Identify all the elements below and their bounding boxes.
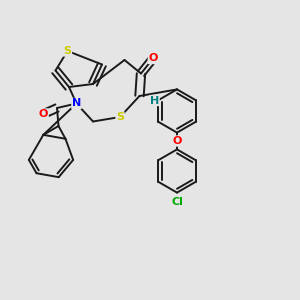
Text: H: H xyxy=(150,95,159,106)
Text: S: S xyxy=(116,112,124,122)
Text: S: S xyxy=(64,46,71,56)
Text: O: O xyxy=(172,136,182,146)
Text: N: N xyxy=(72,98,81,109)
Text: O: O xyxy=(39,109,48,119)
Text: O: O xyxy=(148,53,158,64)
Text: Cl: Cl xyxy=(171,196,183,207)
